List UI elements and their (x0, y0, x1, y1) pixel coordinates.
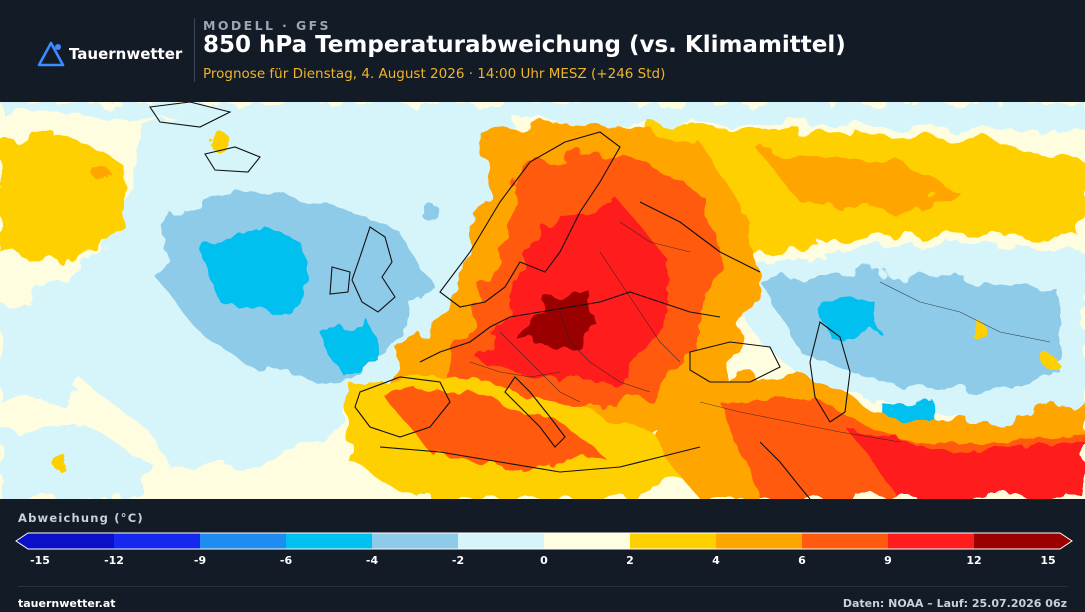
footer-divider (18, 586, 1068, 587)
legend-tick-label: 15 (1040, 554, 1056, 567)
legend-tick-label: -4 (365, 554, 379, 567)
legend-tick-label: 12 (966, 554, 982, 567)
legend-tick-label: -9 (193, 554, 207, 567)
temperature-anomaly-map[interactable] (0, 102, 1085, 499)
map-canvas (0, 102, 1085, 499)
brand-name: Tauernwetter (69, 45, 183, 63)
color-bin (200, 533, 287, 549)
legend-tick-label: -2 (451, 554, 465, 567)
color-bin (16, 533, 114, 549)
color-bin (114, 533, 201, 549)
anomaly-speckles (52, 132, 1057, 470)
site-link[interactable]: tauernwetter.at (18, 597, 116, 610)
legend-title: Abweichung (°C) (18, 511, 144, 525)
color-bin (286, 533, 373, 549)
color-scale-bar (15, 532, 1073, 550)
color-bin (802, 533, 889, 549)
color-bin (544, 533, 631, 549)
data-source: Daten: NOAA – Lauf: 25.07.2026 06z (842, 597, 1067, 610)
coastlines (149, 102, 851, 499)
legend-tick-label: 2 (626, 554, 634, 567)
anomaly-fields (0, 102, 1085, 499)
color-bin (888, 533, 975, 549)
color-bin (974, 533, 1072, 549)
legend-tick-label: -15 (30, 554, 50, 567)
color-bin (716, 533, 803, 549)
color-bin (630, 533, 717, 549)
page-title: 850 hPa Temperaturabweichung (vs. Klimam… (203, 32, 846, 58)
legend-tick-label: -12 (104, 554, 124, 567)
forecast-time: Prognose für Dienstag, 4. August 2026 · … (203, 66, 666, 82)
legend-tick-label: 4 (712, 554, 720, 567)
legend-tick-label: 6 (798, 554, 806, 567)
legend-tick-label: 0 (540, 554, 548, 567)
mountain-logo-icon (37, 41, 65, 67)
header: Tauernwetter MODELL · GFS 850 hPa Temper… (0, 0, 1085, 102)
color-bin (458, 533, 545, 549)
color-bar-outline (15, 532, 1073, 550)
model-label: MODELL · GFS (203, 18, 331, 33)
header-divider (194, 18, 195, 82)
color-bin (372, 533, 459, 549)
legend-tick-label: 9 (884, 554, 892, 567)
legend-tick-label: -6 (279, 554, 293, 567)
country-borders (469, 221, 1051, 443)
brand-logo[interactable]: Tauernwetter (37, 40, 182, 68)
